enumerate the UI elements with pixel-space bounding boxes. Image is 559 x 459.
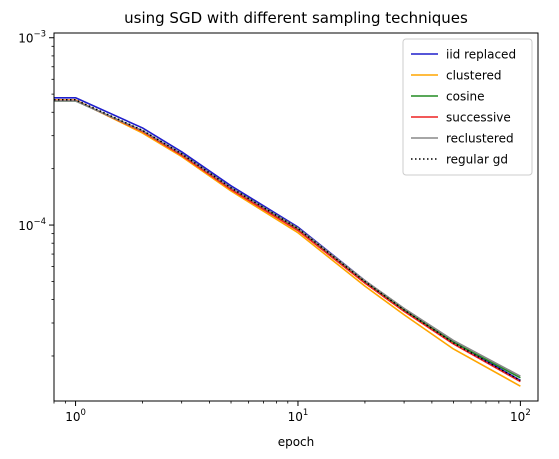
ticks-layer: 100 101 102 10−4 10−3: [18, 30, 531, 424]
chart-title: using SGD with different sampling techni…: [124, 9, 468, 27]
x-tick-label: 100: [65, 408, 86, 424]
legend-label: successive: [446, 111, 511, 125]
legend-label: reclustered: [446, 132, 514, 146]
y-tick-label: 10−3: [18, 30, 46, 46]
x-axis-label: epoch: [278, 435, 315, 449]
y-tick-label: 10−4: [18, 217, 46, 233]
x-tick-label: 102: [510, 408, 531, 424]
legend-label: cosine: [446, 90, 485, 104]
x-tick-label: 101: [288, 408, 309, 424]
legend-label: iid replaced: [446, 48, 516, 62]
series-line-reclustered: [54, 100, 521, 377]
legend-label: regular gd: [446, 153, 508, 167]
legend: iid replaced clustered cosine successive rec…: [402, 38, 533, 176]
legend-label: clustered: [446, 69, 502, 83]
series-layer: [54, 96, 521, 387]
legend-box: [402, 38, 533, 176]
plot-frame: [53, 32, 539, 402]
